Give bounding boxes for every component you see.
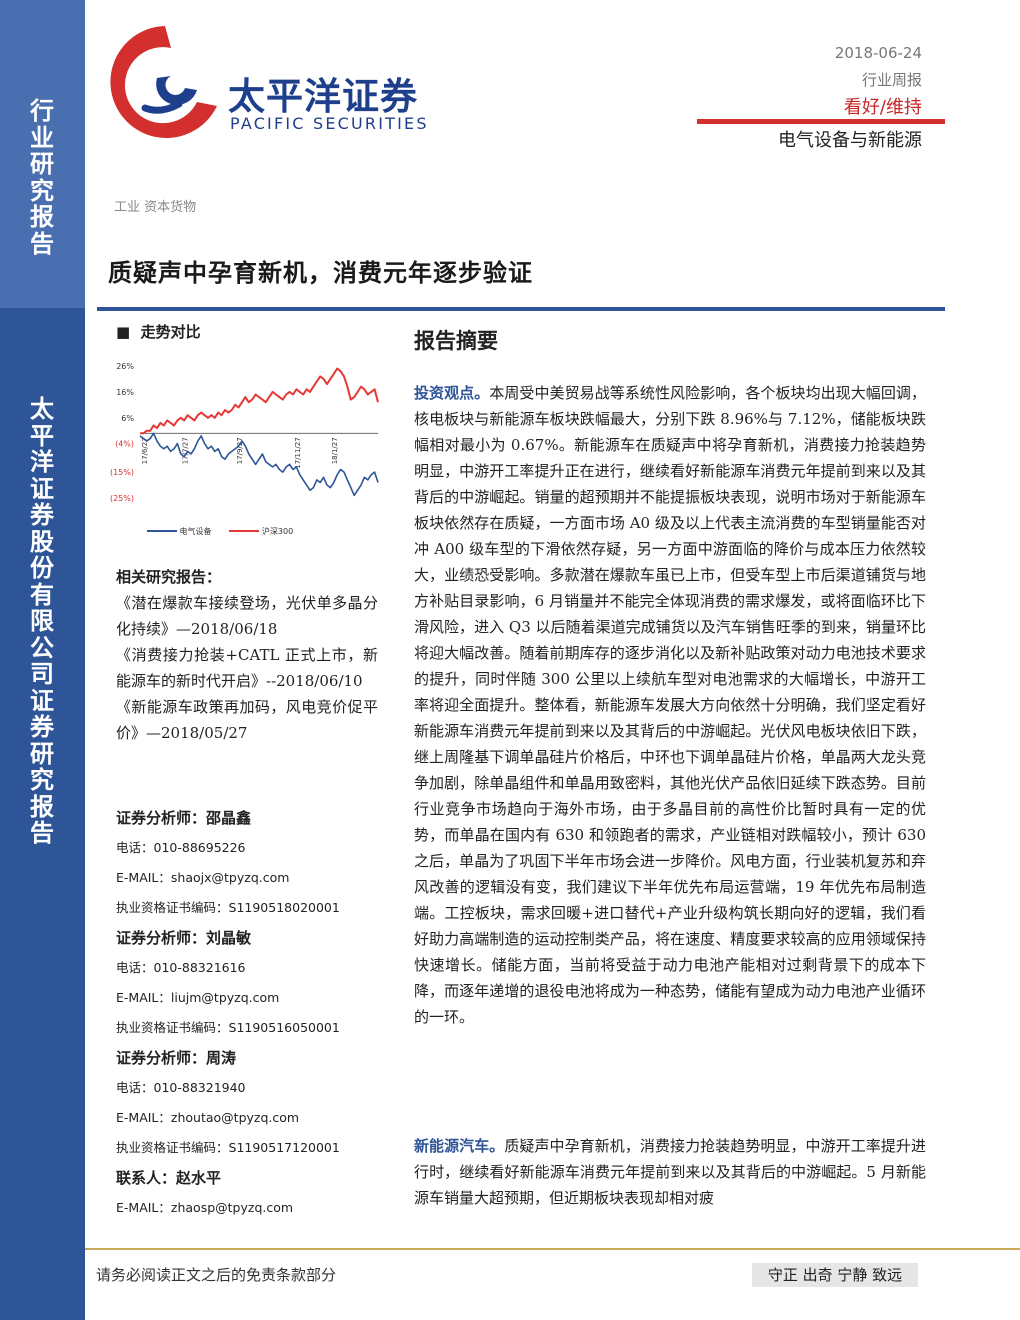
analyst-email[interactable]: E-MAIL：shaojx@tpyzq.com — [116, 870, 290, 885]
analyst-contacts: 证券分析师：邵晶鑫 电话：010-88695226 E-MAIL：shaojx@… — [116, 803, 378, 1223]
y-tick-label: (25%) — [110, 494, 134, 503]
y-tick-label: (15%) — [110, 468, 134, 477]
analyst-cert: 执业资格证书编码：S1190517120001 — [116, 1140, 340, 1155]
summary-heading: 报告摘要 — [414, 328, 498, 353]
summary-paragraph-nev: 新能源汽车。质疑声中孕育新机，消费接力抢装趋势明显，中游开工率提升进行时，继续看… — [414, 1133, 926, 1211]
y-tick-label: 26% — [116, 362, 134, 371]
trend-heading: ■ 走势对比 — [116, 321, 201, 342]
summary-paragraph-investment: 投资观点。本周受中美贸易战等系统性风险影响，各个板块均出现大幅回调，核电板块与新… — [414, 380, 926, 1030]
sidebar-company-text: 太平洋证券股份有限公司证券研究报告 — [30, 394, 54, 847]
legend-label-hs300: 沪深300 — [261, 527, 294, 536]
report-type: 行业周报 — [861, 71, 922, 89]
paragraph-body: 本周受中美贸易战等系统性风险影响，各个板块均出现大幅回调，核电板块与新能源车板块… — [414, 384, 926, 1026]
sidebar: 行业研究报告 太平洋证券股份有限公司证券研究报告 — [0, 0, 85, 1320]
title-rule — [97, 307, 945, 311]
bullet-square-icon: ■ — [116, 323, 131, 341]
analyst-cert: 执业资格证书编码：S1190518020001 — [116, 900, 340, 915]
footer-rule — [85, 1248, 1020, 1250]
page-title: 质疑声中孕育新机，消费元年逐步验证 — [108, 258, 533, 287]
legend-swatch-hs300 — [229, 530, 260, 532]
rating: 看好/维持 — [843, 97, 922, 118]
analyst-cert: 执业资格证书编码：S1190516050001 — [116, 1020, 340, 1035]
related-heading: 相关研究报告： — [116, 568, 222, 586]
analyst-name: 证券分析师：刘晶敏 — [116, 929, 252, 947]
analyst-phone: 电话：010-88321616 — [116, 960, 246, 975]
y-tick-label: 6% — [121, 414, 134, 423]
analyst-phone: 电话：010-88695226 — [116, 840, 246, 855]
footer-motto: 守正 出奇 宁静 致远 — [752, 1263, 918, 1287]
y-tick-label: 16% — [116, 388, 134, 397]
paragraph-body: 质疑声中孕育新机，消费接力抢装趋势明显，中游开工率提升进行时，继续看好新能源车消… — [414, 1137, 926, 1207]
contact-email[interactable]: E-MAIL：zhaosp@tpyzq.com — [116, 1200, 294, 1215]
related-item[interactable]: 《新能源车政策再加码，风电竞价促平价》—2018/05/27 — [116, 698, 378, 742]
footer-disclaimer[interactable]: 请务必阅读正文之后的免责条款部分 — [96, 1266, 337, 1284]
report-date: 2018-06-24 — [834, 44, 922, 62]
analyst-email[interactable]: E-MAIL：liujm@tpyzq.com — [116, 990, 280, 1005]
pacific-securities-logo-icon — [110, 26, 217, 138]
series-line-hs300 — [140, 367, 379, 435]
x-tick-label: 18/1/27 — [331, 437, 339, 464]
analyst-email[interactable]: E-MAIL：zhoutao@tpyzq.com — [116, 1110, 300, 1125]
related-item[interactable]: 《潜在爆款车接续登场，光伏单多晶分化持续》—2018/06/18 — [116, 594, 378, 638]
paragraph-lead: 新能源汽车。 — [414, 1137, 505, 1155]
related-item[interactable]: 《消费接力抢装+CATL 正式上市，新能源车的新时代开启》--2018/06/1… — [116, 646, 378, 690]
related-list: 《潜在爆款车接续登场，光伏单多晶分化持续》—2018/06/18 《消费接力抢装… — [116, 590, 378, 746]
brand-name-en: PACIFIC SECURITIES — [230, 114, 429, 133]
paragraph-lead: 投资观点。 — [414, 384, 490, 402]
sector: 电气设备与新能源 — [778, 130, 922, 151]
y-tick-label: (4%) — [115, 440, 134, 449]
analyst-name: 证券分析师：周涛 — [116, 1049, 237, 1067]
analyst-name: 证券分析师：邵晶鑫 — [116, 809, 252, 827]
x-tick-label: 17/9/27 — [236, 437, 244, 464]
analyst-phone: 电话：010-88321940 — [116, 1080, 246, 1095]
contact-name: 联系人：赵水平 — [116, 1169, 222, 1187]
x-tick-label: 17/6/27 — [141, 437, 149, 464]
chart-legend: 电气设备 沪深300 — [147, 526, 293, 537]
trend-chart: 26% 16% 6% (4%) (15%) (25%) 17/6/27 17/7/27 17/9… — [110, 362, 379, 503]
series-line-ev — [139, 432, 379, 497]
trend-heading-text: 走势对比 — [140, 323, 201, 341]
header-rule — [697, 119, 945, 124]
category: 工业 资本货物 — [114, 200, 197, 215]
sidebar-top-block — [0, 0, 85, 308]
legend-swatch-ev — [147, 530, 177, 532]
brand-name-cn: 太平洋证券 — [228, 75, 418, 118]
x-tick-label: 17/7/27 — [182, 437, 190, 464]
sidebar-report-kind: 行业研究报告 — [30, 96, 54, 258]
legend-label-ev: 电气设备 — [179, 527, 212, 536]
x-tick-label: 17/11/27 — [294, 437, 302, 468]
